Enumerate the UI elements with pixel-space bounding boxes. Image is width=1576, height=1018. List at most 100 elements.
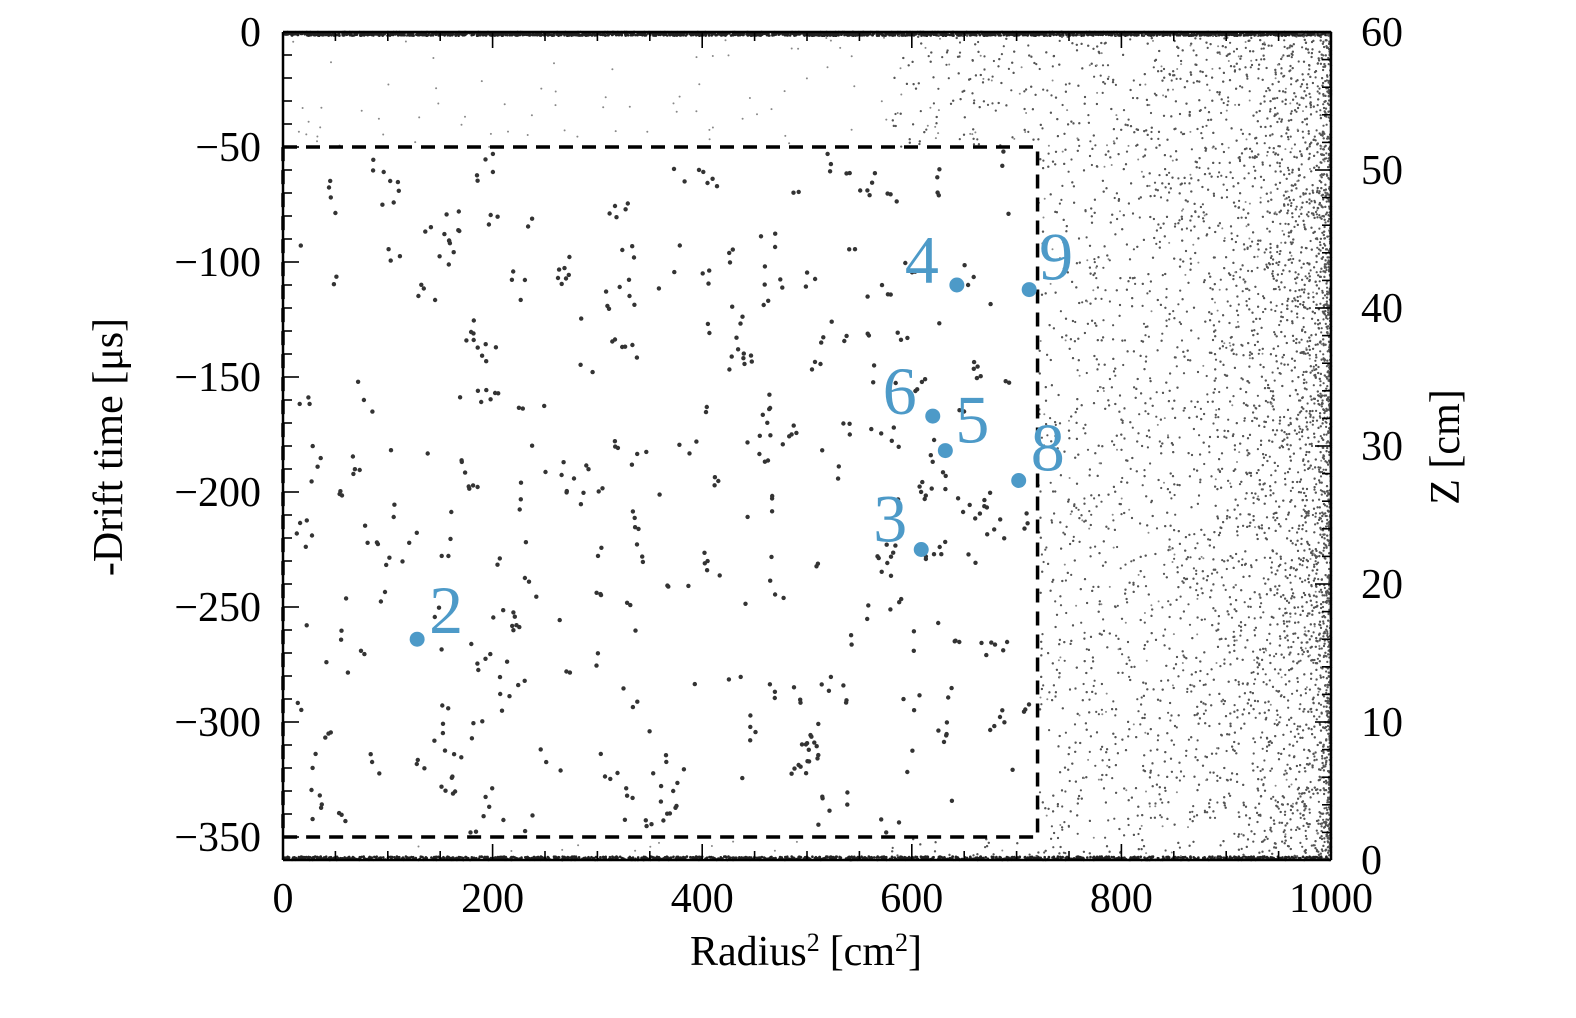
background-point	[1312, 32, 1316, 36]
background-point	[732, 33, 735, 37]
background-point	[1235, 34, 1239, 37]
background-point	[694, 34, 698, 37]
background-point	[419, 855, 423, 859]
background-point	[760, 855, 764, 859]
background-point	[584, 34, 588, 37]
background-point	[1095, 33, 1099, 36]
background-point	[1054, 33, 1058, 36]
background-point	[1177, 34, 1180, 37]
background-point	[516, 33, 520, 36]
background-point	[1080, 34, 1083, 37]
background-point	[872, 856, 876, 859]
background-point	[1086, 33, 1090, 37]
background-point	[784, 855, 787, 859]
background-point	[572, 855, 576, 858]
background-point	[893, 33, 896, 36]
background-point	[837, 34, 840, 37]
background-point	[1286, 33, 1289, 36]
background-point	[1061, 855, 1064, 859]
background-point	[865, 33, 868, 37]
background-point	[978, 856, 982, 859]
background-point	[1104, 33, 1108, 36]
background-point	[696, 856, 700, 859]
background-point	[577, 34, 581, 37]
background-point	[786, 34, 789, 37]
background-point	[1228, 855, 1232, 858]
background-point	[655, 855, 659, 859]
background-point	[675, 34, 679, 37]
background-point	[826, 855, 829, 858]
background-point	[907, 33, 910, 37]
background-point	[553, 855, 557, 859]
background-points	[281, 30, 1333, 862]
background-point	[1245, 33, 1248, 36]
background-point	[634, 33, 637, 37]
background-point	[587, 855, 590, 859]
background-point	[482, 856, 486, 859]
background-point	[1309, 856, 1313, 859]
background-point	[379, 856, 383, 859]
background-point	[848, 34, 851, 37]
background-point	[729, 34, 733, 37]
background-point	[1321, 32, 1324, 36]
background-point	[826, 34, 829, 37]
background-point	[925, 855, 928, 859]
background-point	[692, 33, 695, 37]
background-point	[457, 855, 461, 859]
background-point	[460, 33, 463, 36]
background-point	[822, 33, 825, 36]
background-point	[1222, 856, 1226, 859]
background-point	[897, 856, 900, 859]
background-point	[286, 33, 289, 36]
background-point	[1252, 855, 1255, 858]
background-point	[765, 33, 769, 37]
background-point	[1292, 33, 1296, 37]
background-point	[1148, 33, 1151, 36]
background-point	[724, 34, 727, 37]
background-point	[740, 856, 743, 859]
background-point	[1203, 33, 1206, 37]
background-point	[367, 856, 371, 859]
background-point	[452, 32, 455, 36]
background-point	[1129, 32, 1132, 36]
background-point	[992, 855, 995, 859]
background-point	[537, 33, 541, 37]
background-point	[1314, 855, 1318, 859]
background-point	[853, 856, 856, 859]
background-point	[851, 34, 855, 37]
background-point	[1094, 856, 1098, 860]
background-point	[1181, 856, 1185, 859]
background-point	[608, 855, 612, 859]
background-point	[917, 33, 921, 36]
background-point	[1258, 856, 1262, 859]
background-point	[901, 33, 905, 37]
background-point	[922, 34, 926, 37]
background-point	[1117, 856, 1121, 859]
background-point	[644, 34, 648, 37]
background-point	[290, 34, 294, 37]
background-point	[1165, 855, 1168, 859]
background-point	[381, 34, 384, 37]
background-point	[768, 34, 771, 37]
background-point	[736, 34, 740, 37]
background-point	[1079, 855, 1082, 859]
background-point	[994, 34, 997, 37]
background-point	[512, 855, 515, 859]
background-point	[1135, 34, 1138, 37]
background-point	[999, 34, 1002, 37]
background-point	[359, 34, 363, 37]
background-point	[1230, 33, 1234, 37]
background-point	[728, 856, 732, 859]
background-point	[665, 855, 668, 859]
background-point	[1052, 855, 1056, 859]
background-point	[1287, 855, 1290, 859]
background-point	[1184, 34, 1188, 37]
background-point	[343, 856, 347, 859]
background-point	[317, 33, 321, 36]
background-point	[536, 856, 540, 860]
background-point	[520, 856, 523, 859]
background-point	[1089, 855, 1092, 859]
background-point	[876, 855, 879, 858]
background-point	[382, 856, 385, 859]
